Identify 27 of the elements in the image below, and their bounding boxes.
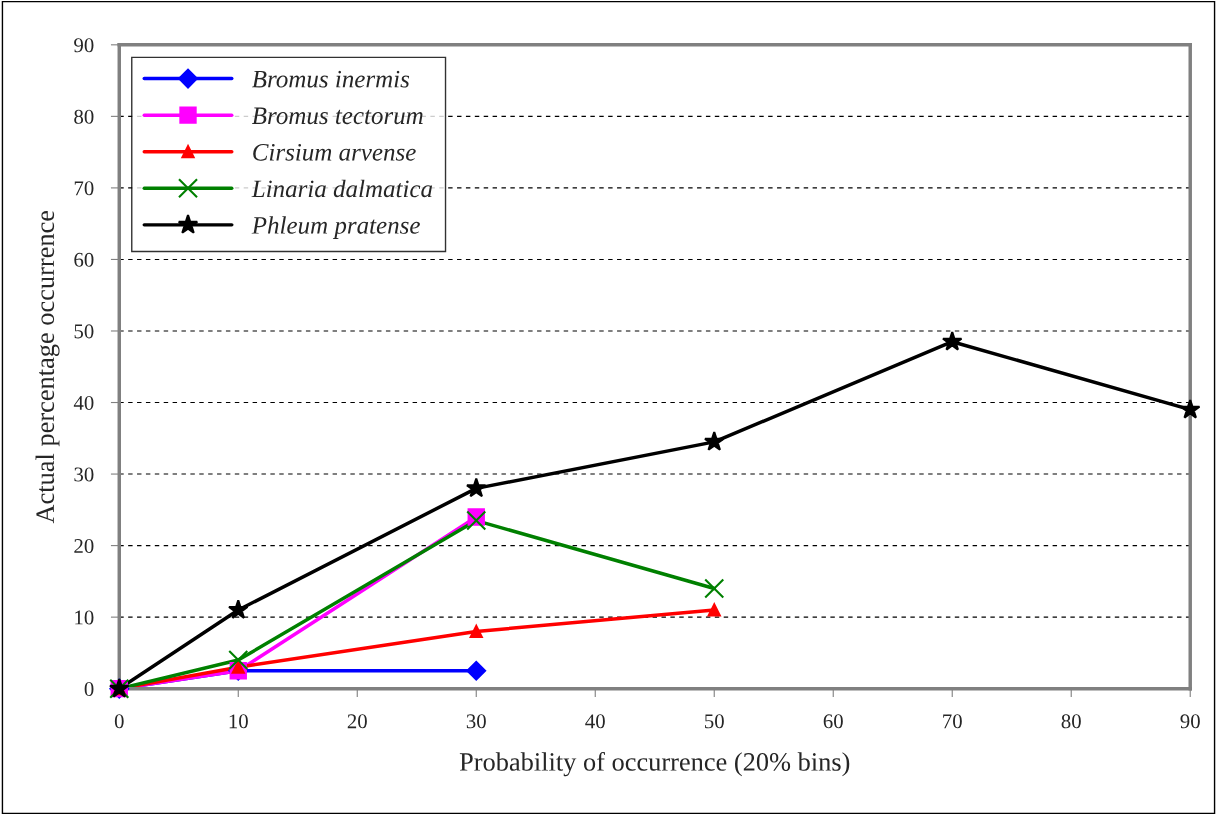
legend-label: Cirsium arvense [253,143,416,161]
x-tick-label: 80 [1061,714,1081,729]
x-tick-label: 30 [466,714,486,729]
y-tick-label: 60 [74,252,94,267]
x-tick-label: 20 [347,714,367,729]
x-tick-label: 70 [943,714,962,729]
x-tick-label: 60 [823,714,843,729]
legend-label: Linaria dalmatica [251,179,433,198]
y-tick-label: 70 [74,181,94,196]
y-axis-title: Actual percentage occurrence [35,210,60,524]
y-tick-label: 40 [73,395,94,410]
x-tick-label: 0 [114,714,124,729]
y-tick-label: 0 [84,682,94,697]
legend-label: Bromus inermis [252,70,410,88]
y-tick-label: 80 [74,109,94,124]
legend-label: Phleum pratense [251,216,420,239]
x-axis-title: Probability of occurrence (20% bins) [459,752,850,777]
x-tick-label: 10 [229,714,248,729]
y-tick-label: 50 [74,324,94,339]
legend-label: Bromus tectorum [252,107,423,125]
y-tick-label: 30 [74,467,94,482]
y-tick-label: 90 [74,38,94,53]
x-tick-label: 50 [705,714,724,729]
y-tick-label: 20 [74,538,94,554]
x-tick-label: 40 [585,714,605,729]
y-tick-label: 10 [75,610,94,625]
x-tick-label: 90 [1180,714,1200,729]
